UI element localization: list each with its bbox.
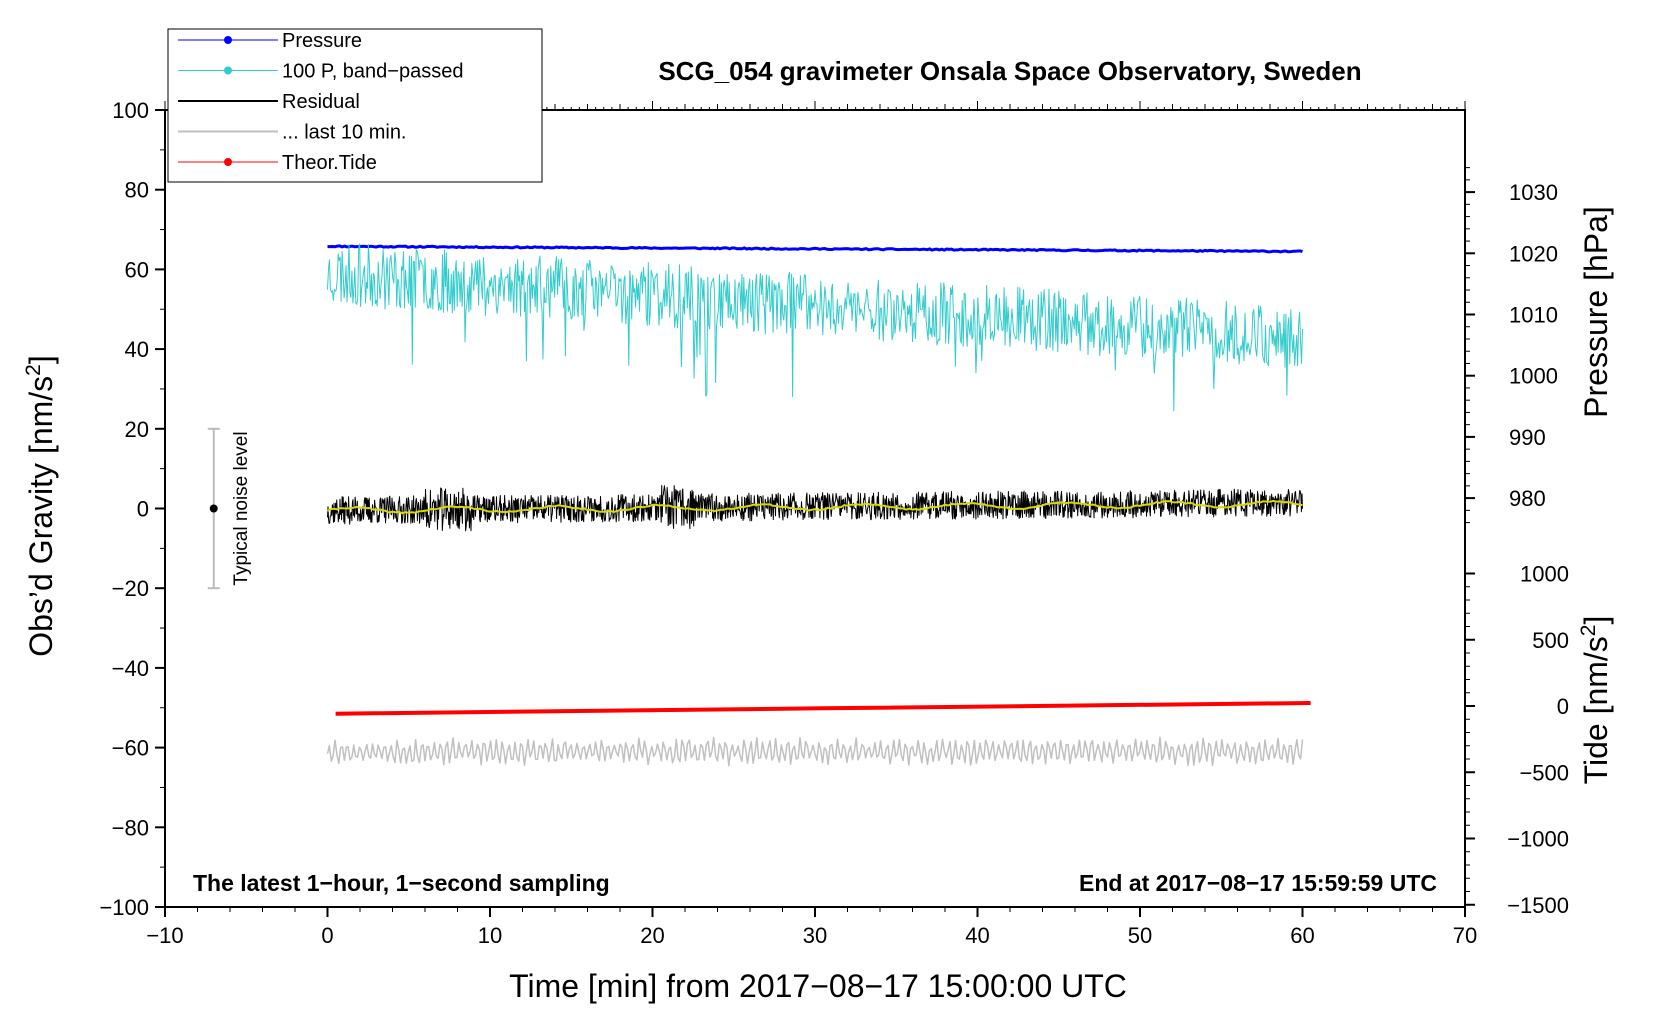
legend-label: ... last 10 min. [282,122,407,144]
pressure-tick-label: 1010 [1509,303,1558,328]
tide-tick-label: −500 [1519,760,1569,785]
axis-ticks: −10 0 10 20 30 40 50 60 70100806040200−20−40−60−… [99,98,1569,948]
x-tick-label: 60 [1290,923,1314,948]
plot-frame [164,109,1466,908]
tide-tick-label: −1000 [1507,827,1569,852]
legend-label: Pressure [282,30,362,52]
x-tick-label: 0 [321,923,333,948]
tide-tick-label: 0 [1557,694,1569,719]
y-tick-label: 40 [125,337,149,362]
x-tick-label: 40 [965,923,989,948]
annotation-end-time: End at 2017−08−17 15:59:59 UTC [1079,870,1437,896]
x-tick-label: 70 [1453,923,1477,948]
annotation-sampling: The latest 1−hour, 1−second sampling [193,870,610,896]
legend-marker [224,36,232,44]
legend-label: Theor.Tide [282,152,377,174]
noise-bar-point [209,504,218,513]
pressure-tick-label: 1020 [1509,241,1558,266]
legend: Pressure 100 P, band−passed Residual ... la… [167,28,543,183]
legend-box [167,28,543,183]
y-tick-label: 80 [125,178,149,203]
y-tick-label: −20 [112,576,149,601]
pressure-tick-label: 980 [1509,486,1546,511]
x-tick-label: 20 [640,923,664,948]
series-layer [326,243,1311,767]
series-100-p-band-passed [327,243,1303,412]
pressure-tick-label: 1030 [1509,180,1558,205]
series-last-10-min [326,736,1304,767]
tide-tick-label: 500 [1532,628,1569,653]
chart-title: SCG_054 gravimeter Onsala Space Observat… [658,56,1361,86]
legend-marker [224,158,232,166]
tide-tick-label: −1500 [1507,893,1569,918]
y-tick-label: −60 [112,736,149,761]
y-tick-label: 0 [137,497,149,522]
series-residual-smoothed [327,499,1303,515]
tide-axis-label: Tide [nm/s2] [1577,616,1614,785]
x-tick-label: 30 [803,923,827,948]
legend-label: Residual [282,91,360,113]
series-residual [327,485,1303,532]
noise-indicator: Typical noise level [207,427,252,590]
left-axis-label: Obs’d Gravity [nm/s2] [22,355,59,657]
pressure-axis-label: Pressure [hPa] [1578,206,1614,418]
legend-label: 100 P, band−passed [282,61,463,83]
x-axis-label: Time [min] from 2017−08−17 15:00:00 UTC [509,968,1127,1004]
x-tick-label: 10 [478,923,502,948]
legend-marker [224,66,232,75]
y-tick-label: 100 [112,98,149,123]
noise-label: Typical noise level [231,431,252,585]
y-tick-label: −40 [112,656,149,681]
series-pressure [327,244,1303,254]
tide-tick-label: 1000 [1520,562,1569,587]
series-theor-tide [335,701,1311,716]
pressure-tick-label: 990 [1509,425,1546,450]
y-tick-label: 20 [125,417,149,442]
y-tick-label: −80 [112,815,149,840]
y-tick-label: 60 [125,257,149,282]
y-tick-label: −100 [99,895,149,920]
x-tick-label: 50 [1128,923,1152,948]
pressure-tick-label: 1000 [1509,364,1558,389]
x-tick-label: −10 [146,923,183,948]
